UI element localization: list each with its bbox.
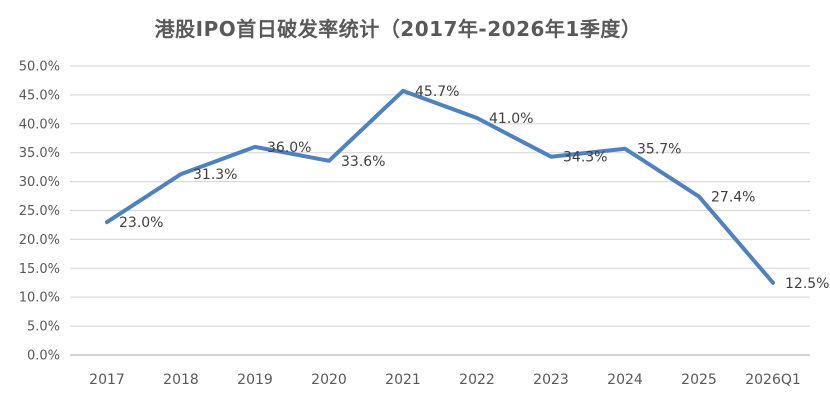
x-tick-label: 2024 (607, 372, 643, 388)
y-tick-label: 50.0% (19, 60, 60, 75)
data-label: 12.5% (785, 276, 829, 292)
data-label: 35.7% (637, 142, 681, 158)
y-tick-label: 5.0% (27, 320, 60, 335)
data-label: 36.0% (267, 140, 311, 156)
chart-title: 港股IPO首日破发率统计（2017年-2026年1季度） (154, 17, 642, 41)
y-tick-label: 15.0% (19, 262, 60, 277)
y-tick-label: 25.0% (19, 204, 60, 219)
x-tick-label: 2017 (89, 372, 125, 388)
data-label: 31.3% (193, 167, 237, 183)
data-label: 33.6% (341, 154, 385, 170)
data-label: 27.4% (711, 190, 755, 206)
y-tick-label: 20.0% (19, 233, 60, 248)
y-tick-label: 0.0% (27, 349, 60, 364)
y-tick-label: 35.0% (19, 146, 60, 161)
data-label: 23.0% (119, 215, 163, 231)
data-label: 34.3% (563, 150, 607, 166)
x-tick-label: 2019 (237, 372, 273, 388)
x-tick-label: 2025 (681, 372, 717, 388)
series-line (105, 88, 775, 285)
y-tick-label: 30.0% (19, 175, 60, 190)
x-tick-label: 2026Q1 (745, 372, 801, 388)
x-tick-label: 2020 (311, 372, 347, 388)
x-tick-label: 2023 (533, 372, 569, 388)
data-label: 41.0% (489, 111, 533, 127)
x-tick-label: 2022 (459, 372, 495, 388)
y-tick-label: 10.0% (19, 291, 60, 306)
y-tick-label: 40.0% (19, 117, 60, 132)
x-tick-label: 2018 (163, 372, 199, 388)
y-tick-label: 45.0% (19, 88, 60, 103)
x-tick-label: 2021 (385, 372, 421, 388)
data-label: 45.7% (415, 84, 459, 100)
